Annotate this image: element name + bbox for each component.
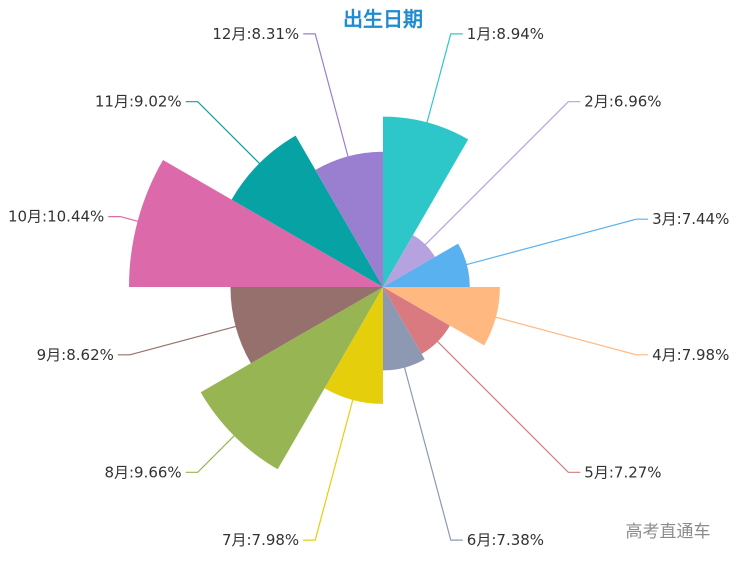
slice-label-5月: 5月:7.27% xyxy=(584,463,661,481)
leader-line-1月 xyxy=(424,33,463,129)
slice-label-12月: 12月:8.31% xyxy=(212,25,299,43)
leader-line-4月 xyxy=(489,315,649,356)
leader-line-6月 xyxy=(402,361,463,541)
watermark: 高考直通车 xyxy=(626,522,711,542)
slice-label-9月: 9月:8.62% xyxy=(37,346,114,364)
slice-10月 xyxy=(129,160,383,287)
chart-title: 出生日期 xyxy=(343,7,423,31)
leader-line-12月 xyxy=(303,33,351,163)
leader-line-5月 xyxy=(432,336,581,473)
slice-7月 xyxy=(324,287,383,404)
slice-5月 xyxy=(383,287,450,354)
leader-line-3月 xyxy=(460,218,649,267)
slice-label-10月: 10月:10.44% xyxy=(8,208,104,226)
leader-line-10月 xyxy=(108,216,144,224)
slice-label-11月: 11月:9.02% xyxy=(95,93,182,111)
slice-6月 xyxy=(383,287,425,371)
slice-label-3月: 3月:7.44% xyxy=(652,210,729,228)
slice-11月 xyxy=(231,135,383,287)
labels-group: 1月:8.94% 2月:6.96% 3月:7.44% 4月:7.98% 5月:7.27%… xyxy=(8,25,729,549)
slices-group xyxy=(129,116,500,470)
slice-label-8月: 8月:9.66% xyxy=(104,463,181,481)
slice-4月 xyxy=(383,287,500,346)
leader-line-2月 xyxy=(420,101,581,250)
slice-label-6月: 6月:7.38% xyxy=(467,531,544,549)
slice-1月 xyxy=(383,116,469,287)
slice-9月 xyxy=(230,287,383,364)
leader-line-11月 xyxy=(185,101,265,169)
leaders-group xyxy=(108,33,649,541)
slice-8月 xyxy=(200,287,383,470)
leader-line-7月 xyxy=(303,393,355,541)
slice-12月 xyxy=(315,151,383,287)
slice-label-7月: 7月:7.98% xyxy=(222,531,299,549)
slice-3月 xyxy=(383,243,470,287)
leader-line-8月 xyxy=(185,431,239,473)
slice-label-4月: 4月:7.98% xyxy=(652,346,729,364)
slice-label-1月: 1月:8.94% xyxy=(467,25,544,43)
slice-label-2月: 2月:6.96% xyxy=(584,93,661,111)
leader-line-9月 xyxy=(117,324,242,356)
